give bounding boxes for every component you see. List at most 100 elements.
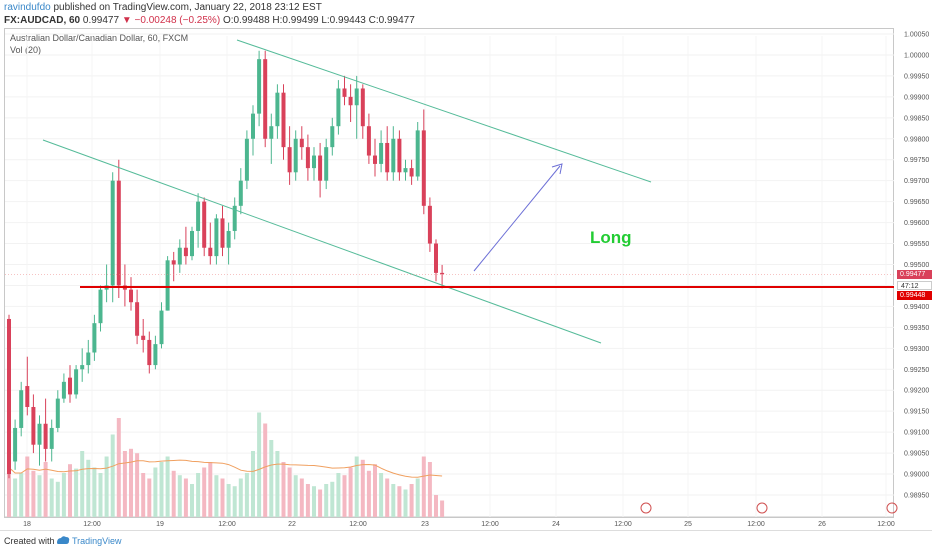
- candle-body: [196, 201, 201, 231]
- time-tick-label: 24: [552, 521, 560, 528]
- volume-bar: [49, 478, 54, 517]
- candle-body: [342, 88, 347, 97]
- grid-lines: [5, 33, 894, 518]
- long-arrow-line: [473, 165, 561, 272]
- price-tick-label: 0.99800: [904, 136, 929, 143]
- candle-body: [31, 406, 36, 445]
- candle-body: [427, 205, 432, 244]
- volume-bar: [68, 464, 72, 517]
- price-tick-label: 1.00050: [904, 32, 929, 39]
- volume-bar: [293, 475, 298, 517]
- candle-body: [312, 155, 316, 169]
- volume-bar: [208, 462, 213, 517]
- candle-body: [220, 218, 225, 248]
- candle-body: [171, 260, 176, 265]
- candle-body: [141, 335, 146, 340]
- author-link[interactable]: ravindufdo: [4, 2, 51, 13]
- volume-bar: [281, 462, 286, 517]
- price-tick-label: 0.99750: [904, 157, 929, 164]
- candle-body: [373, 155, 377, 164]
- candle-body: [440, 272, 445, 275]
- volume-bar: [299, 478, 304, 517]
- volume-bar: [202, 467, 207, 517]
- channel-lower-line: [42, 139, 602, 344]
- candle-body: [360, 88, 365, 127]
- price-tick-label: 0.99100: [904, 430, 929, 437]
- price-tick-label: 0.99700: [904, 178, 929, 185]
- candle-body: [43, 423, 48, 449]
- candle-body: [13, 427, 18, 462]
- volume-bar: [226, 484, 231, 517]
- volume-bar: [190, 484, 194, 517]
- candle-body: [190, 230, 194, 257]
- price-tick-label: 0.99650: [904, 199, 929, 206]
- candle-body: [37, 423, 42, 445]
- volume-bar: [129, 448, 133, 517]
- candle-body: [7, 318, 11, 475]
- symbol-info: FX:AUDCAD, 60 0.99477 ▼ −0.00248 (−0.25%…: [4, 15, 415, 26]
- volume-bar: [135, 453, 140, 517]
- volume-bar: [336, 473, 341, 517]
- volume-bar: [397, 486, 402, 517]
- candle-body: [116, 180, 121, 286]
- volume-bar: [80, 451, 85, 517]
- volume-bar: [379, 473, 384, 517]
- volume-bar: [110, 434, 115, 517]
- price-tick-label: 0.99400: [904, 304, 929, 311]
- event-markers: [640, 502, 898, 514]
- flag-event-icon: [640, 502, 652, 514]
- candle-body: [299, 138, 304, 148]
- last-price: 0.99477: [82, 15, 120, 26]
- volume-bar: [141, 473, 146, 517]
- candle-body: [415, 130, 420, 177]
- volume-bar: [391, 484, 396, 517]
- candle-body: [244, 138, 249, 181]
- price-tick-label: 1.00000: [904, 52, 929, 59]
- time-tick-label: 26: [818, 521, 826, 528]
- volume-legend: Vol (20): [10, 45, 42, 55]
- candle-body: [177, 247, 182, 265]
- price-change: −0.00248 (−0.25%): [134, 15, 221, 26]
- volume-bar: [324, 484, 329, 517]
- volume-bar: [220, 478, 225, 517]
- time-tick-label: 19: [156, 521, 164, 528]
- ohlc-values: O:0.99488 H:0.99499 L:0.99443 C:0.99477: [222, 15, 415, 26]
- candle-body: [61, 381, 66, 399]
- candle-body: [135, 302, 140, 336]
- tradingview-brand[interactable]: TradingView: [72, 536, 122, 546]
- volume-bar: [409, 484, 414, 517]
- candle-body: [226, 230, 231, 248]
- time-tick-label: 12:00: [877, 521, 895, 528]
- candle-body: [397, 138, 402, 173]
- candle-body: [391, 138, 396, 173]
- down-triangle-icon: ▼: [121, 15, 132, 26]
- flag-event-icon: [886, 502, 898, 514]
- candle-body: [147, 339, 152, 366]
- candle-body: [257, 59, 262, 114]
- price-tick-label: 0.99850: [904, 115, 929, 122]
- time-tick-label: 12:00: [747, 521, 765, 528]
- candle-body: [348, 96, 353, 106]
- price-tick-label: 0.99300: [904, 346, 929, 353]
- candle-body: [421, 130, 426, 206]
- candle-body: [281, 92, 286, 148]
- volume-bar: [275, 451, 280, 517]
- candle-body: [232, 205, 237, 231]
- volume-bar: [147, 478, 152, 517]
- chart-header: ravindufdo published on TradingView.com,…: [0, 0, 932, 30]
- volume-bar: [385, 478, 390, 517]
- candle-body: [74, 369, 79, 395]
- volume-bar: [7, 467, 11, 517]
- price-tick-label: 0.99200: [904, 388, 929, 395]
- volume-bar: [153, 467, 158, 517]
- tradingview-logo-icon[interactable]: [56, 535, 70, 545]
- price-tick-label: 0.99500: [904, 262, 929, 269]
- volume-bar: [348, 467, 353, 517]
- volume-bar: [25, 456, 30, 517]
- price-tick-label: 0.98950: [904, 493, 929, 500]
- candle-body: [269, 126, 274, 139]
- candle-body: [183, 247, 188, 257]
- time-tick-label: 12:00: [614, 521, 632, 528]
- candle-body: [202, 201, 207, 248]
